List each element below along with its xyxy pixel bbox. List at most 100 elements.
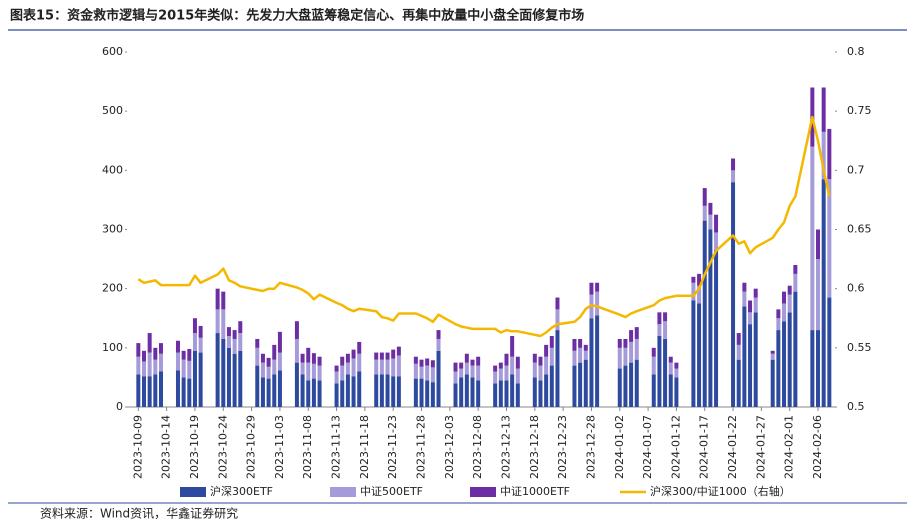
bar [821,87,826,132]
bar [504,380,509,407]
x-tick-label: 2023-11-23 [386,415,399,479]
bar [153,374,158,407]
bar [555,330,560,407]
bar [379,374,384,407]
bar [181,359,186,378]
bar [464,353,469,363]
bar [782,321,787,407]
bar [787,294,792,313]
bar [827,297,832,407]
bar [578,338,583,348]
bar [300,374,305,407]
bar [294,321,299,339]
bar [510,356,515,375]
bar [272,359,277,375]
bar [141,350,146,362]
bar [810,330,815,407]
bar [187,378,192,407]
bar [549,336,554,348]
bar [260,377,265,407]
x-tick-label: 2023-10-29 [245,415,258,479]
y2-tick-label: 0.65 [847,223,872,236]
bar [589,282,594,295]
bar [657,312,662,325]
y2-tick-label: 0.8 [847,45,865,58]
bar [459,362,464,369]
bar [266,378,271,407]
bar [300,362,305,375]
legend-label: 中证500ETF [360,485,423,498]
bar [493,365,498,372]
bar [827,128,832,180]
bar [385,359,390,375]
bar [306,362,311,381]
bar [714,232,719,251]
bar [277,370,282,407]
bar [430,382,435,407]
bar [583,344,588,351]
bar [272,374,277,407]
bar [413,356,418,364]
bar [374,359,379,375]
bar [311,353,316,364]
bar [714,214,719,233]
bar [776,318,781,331]
bar [351,349,356,359]
bar [493,383,498,407]
bar [260,362,265,378]
bar [300,353,305,363]
bar [702,205,707,221]
bar [821,179,826,407]
bar [731,158,736,171]
bar [334,383,339,407]
bar [549,347,554,366]
bar [595,291,600,316]
bar [260,353,265,363]
bar [538,356,543,366]
bar [311,363,316,379]
x-tick-label: 2024-01-07 [641,415,654,479]
bar [187,349,192,361]
bar [691,282,696,301]
bar [396,376,401,407]
bar [702,220,707,407]
bar [515,383,520,407]
bar [277,352,282,371]
bar [702,188,707,206]
y2-tick-label: 0.55 [847,341,872,354]
bar [572,338,577,351]
bar [498,380,503,407]
bar [532,377,537,407]
legend-label: 沪深300/中证1000（右轴） [650,484,791,498]
bar [515,356,520,369]
y-tick-label: 0 [116,400,123,413]
bar [651,374,656,407]
bar [731,182,736,407]
x-tick-label: 2023-11-03 [273,415,286,479]
x-tick-label: 2023-12-13 [499,415,512,479]
bar [317,380,322,407]
bar [623,365,628,407]
bar [374,374,379,407]
bar [317,365,322,381]
bar [181,377,186,407]
bar [215,288,220,310]
bar [668,374,673,407]
bar [787,312,792,407]
bar [175,340,180,353]
bar [476,380,481,407]
bar [136,356,141,375]
bar [419,366,424,379]
x-tick-label: 2024-01-12 [669,415,682,479]
bar [425,365,430,381]
y-tick-label: 100 [102,341,123,354]
bar [544,356,549,375]
x-tick-label: 2023-10-14 [160,415,173,479]
bar [192,333,197,351]
bar [572,350,577,366]
bar [572,365,577,407]
bar [532,353,537,363]
bar [147,376,152,407]
bar [345,374,350,407]
